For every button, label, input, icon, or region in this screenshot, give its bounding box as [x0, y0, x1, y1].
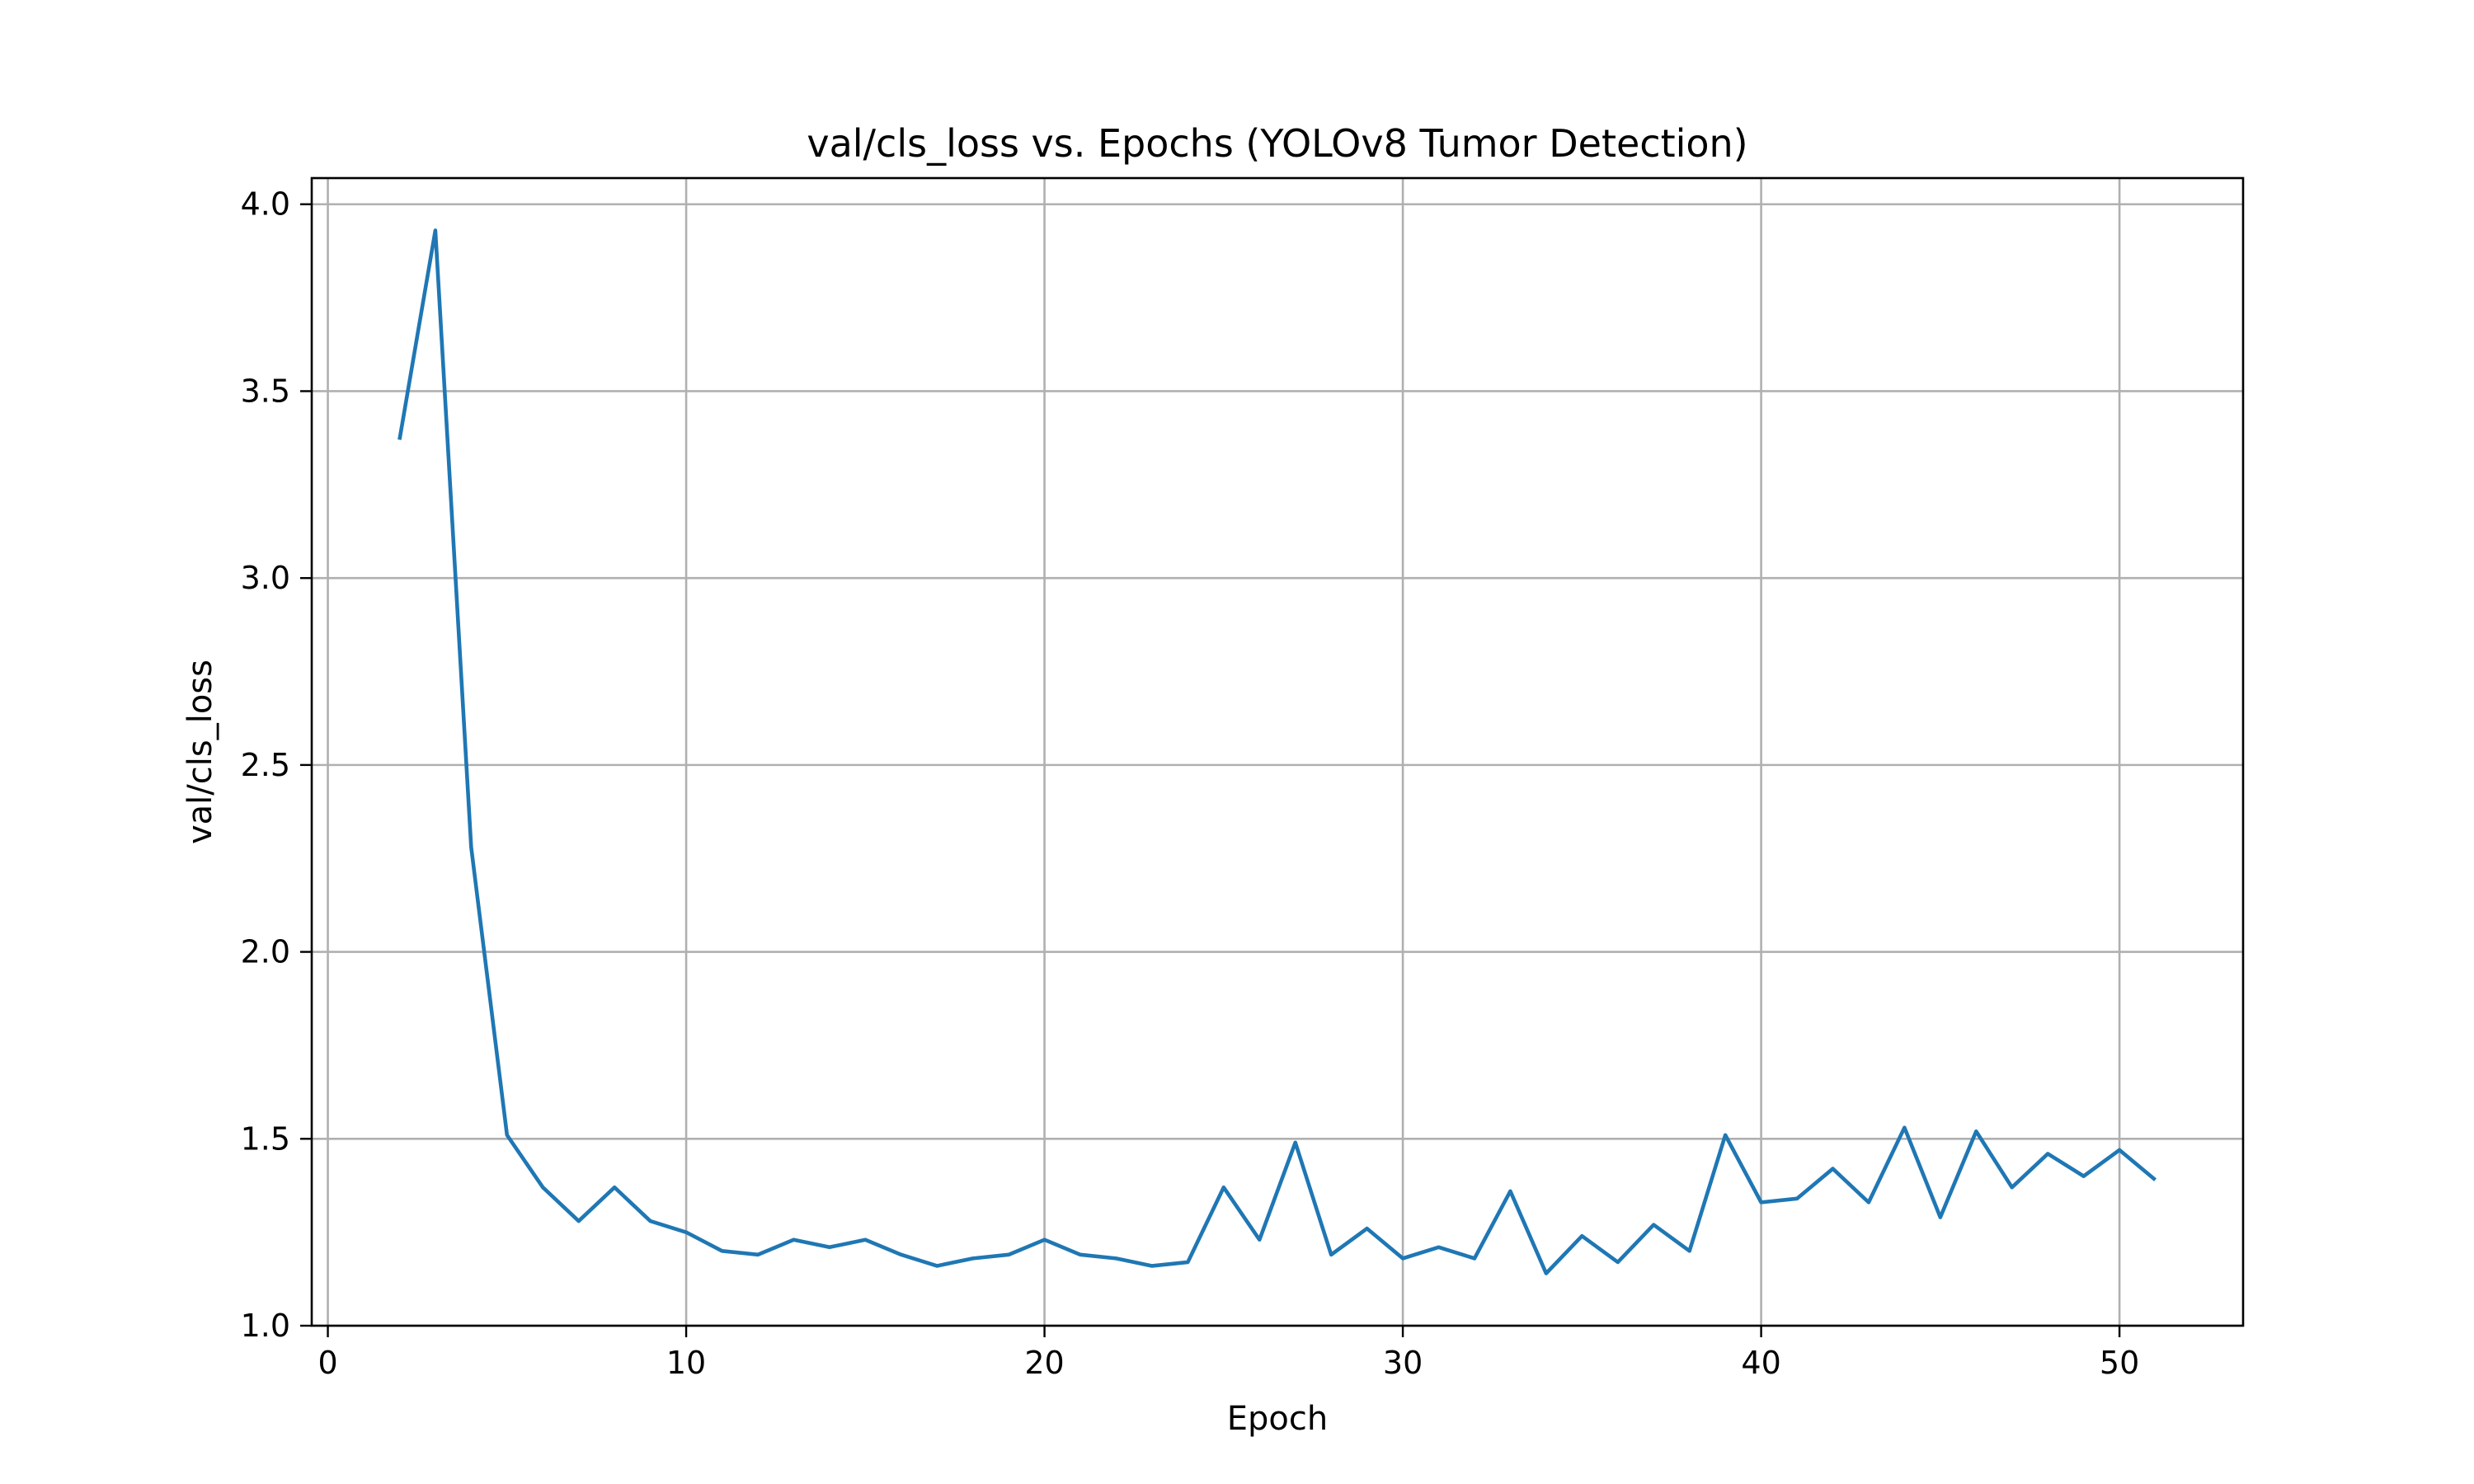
series-line-0: [397, 228, 2157, 1275]
y-tick-label: 1.5: [241, 1120, 290, 1157]
x-tick-label: 30: [1383, 1345, 1423, 1381]
x-axis-label: Epoch: [1227, 1400, 1328, 1438]
y-tick-label: 2.0: [241, 934, 290, 970]
chart-title: val/cls_loss vs. Epochs (YOLOv8 Tumor De…: [807, 121, 1747, 166]
x-tick-label: 50: [2100, 1345, 2139, 1381]
x-tick-label: 0: [317, 1345, 337, 1381]
y-tick-label: 1.0: [241, 1308, 290, 1344]
y-tick-label: 3.0: [241, 560, 290, 596]
series-layer: [397, 228, 2157, 1275]
y-tick-label: 4.0: [241, 186, 290, 223]
y-tick-label: 3.5: [241, 373, 290, 409]
axis-ticks: 0 10 20 30 40 50 1.0 1.5 2.0 2.5 3.0 3.5 4.0: [241, 186, 2140, 1381]
x-tick-label: 20: [1024, 1345, 1064, 1381]
x-tick-label: 10: [666, 1345, 706, 1381]
plot-frame: [310, 176, 2245, 1327]
grid-lines: [312, 178, 2243, 1327]
x-tick-label: 40: [1741, 1345, 1780, 1381]
y-tick-label: 2.5: [241, 747, 290, 783]
y-axis-label: val/cls_loss: [181, 660, 219, 844]
